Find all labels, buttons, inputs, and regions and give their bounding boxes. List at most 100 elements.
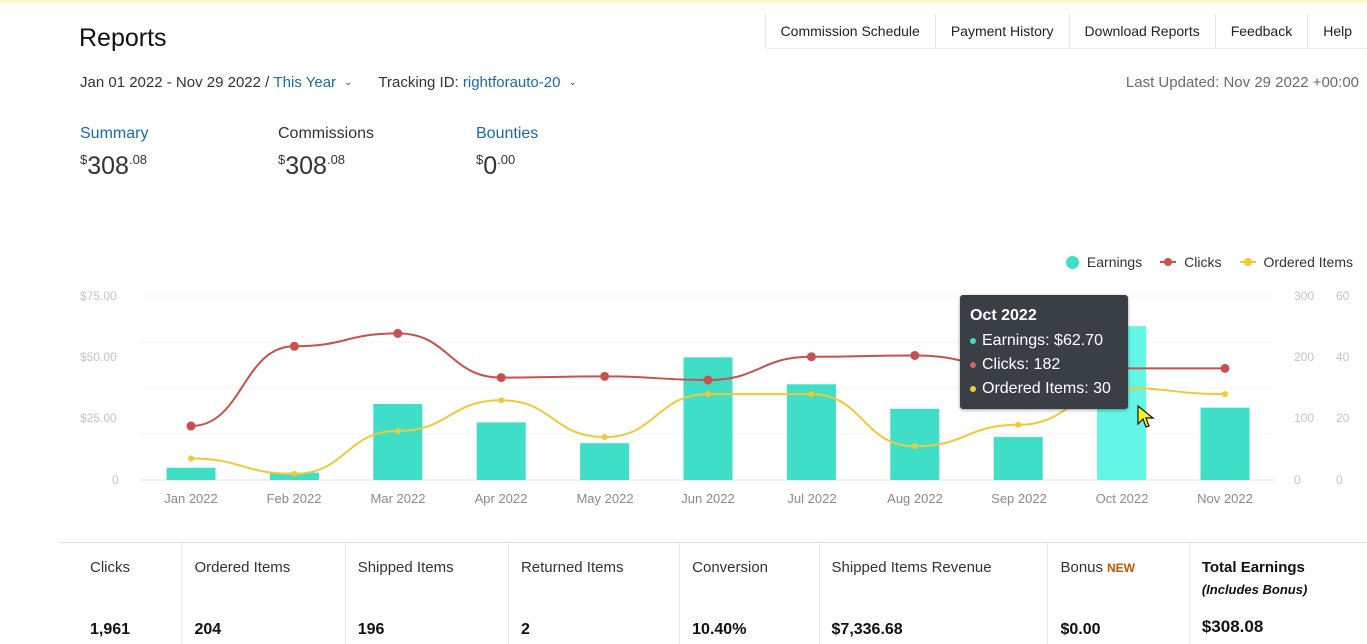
clicks-legend-marker	[1160, 258, 1177, 266]
x-tick-label: Apr 2022	[474, 491, 528, 506]
ordered-dot-icon	[970, 386, 976, 392]
tooltip-title: Oct 2022	[970, 307, 1037, 324]
ordered-items-point	[601, 434, 608, 441]
earnings-bar[interactable]	[373, 403, 423, 480]
summary-amount: $308.08	[80, 152, 148, 180]
clicks-point	[703, 375, 713, 385]
tooltip-row-earnings: Earnings: $62.70	[970, 332, 1103, 350]
legend-ordered-items[interactable]: Ordered Items	[1239, 254, 1353, 270]
x-tick-label: May 2022	[576, 491, 634, 506]
earnings-bar[interactable]	[476, 422, 526, 480]
tracking-id-dropdown[interactable]: rightforauto-20	[462, 74, 561, 91]
earnings-bar[interactable]	[166, 467, 216, 480]
earnings-dot-icon	[970, 338, 976, 344]
clicks-point	[910, 350, 920, 360]
mouse-pointer-icon	[1137, 404, 1155, 428]
tracking-label: Tracking ID:	[378, 74, 459, 91]
last-updated: Last Updated: Nov 29 2022 +00:00	[1125, 74, 1359, 91]
clicks-point	[806, 352, 816, 362]
top-banner-strip	[0, 0, 1367, 3]
bounties-tab[interactable]: Bounties $0.00	[476, 125, 538, 179]
clicks-point	[1220, 363, 1230, 373]
commissions-tab-label[interactable]: Commissions	[278, 125, 375, 142]
x-tick-label: Feb 2022	[266, 491, 322, 506]
x-tick-label: Mar 2022	[370, 491, 426, 506]
clicks-point	[393, 328, 403, 338]
x-tick-label: Jun 2022	[681, 491, 735, 506]
ordered-items-point	[291, 470, 298, 477]
y-right2-tick: 60	[1336, 289, 1350, 303]
x-tick-label: Jan 2022	[164, 491, 218, 506]
clicks-point	[289, 341, 299, 351]
nav-download-reports[interactable]: Download Reports	[1068, 14, 1215, 48]
total-earnings-subtitle: (Includes Bonus)	[1201, 582, 1308, 597]
ordered-items-point	[705, 391, 711, 398]
commissions-amount: $308.08	[278, 152, 346, 180]
date-range: Jan 01 2022 - Nov 29 2022 /	[80, 74, 270, 91]
tooltip-row-ordered: Ordered Items: 30	[970, 380, 1111, 398]
chart-tooltip: Oct 2022 Earnings: $62.70 Clicks: 182 Or…	[960, 295, 1128, 409]
x-tick-label: Jul 2022	[787, 491, 837, 506]
y-right2-tick: 20	[1336, 411, 1350, 425]
earnings-bar[interactable]	[580, 443, 630, 480]
ordered-items-point	[911, 443, 918, 450]
nav-payment-history[interactable]: Payment History	[934, 14, 1069, 48]
stat-shipped-items: Shipped Items 196	[344, 543, 508, 644]
earnings-legend-dot	[1065, 255, 1079, 269]
stat-shipped-revenue: Shipped Items Revenue $7,336.68	[818, 543, 1048, 644]
stat-returned-items: Returned Items 2	[507, 543, 679, 644]
ordered-items-point	[394, 427, 401, 434]
stat-ordered-items: Ordered Items 204	[181, 543, 344, 644]
ordered-legend-marker	[1239, 258, 1256, 266]
clicks-point	[600, 371, 610, 381]
ordered-items-point	[808, 391, 815, 398]
legend-clicks[interactable]: Clicks	[1160, 254, 1222, 270]
y-left-tick: $50.00	[80, 350, 117, 364]
y-left-tick: $25.00	[80, 411, 117, 425]
nav-help[interactable]: Help	[1307, 14, 1367, 48]
stats-bar: Clicks 1,961 Ordered Items 204 Shipped I…	[60, 542, 1367, 644]
stat-total-earnings: Total Earnings (Includes Bonus) $308.08	[1188, 543, 1367, 644]
commissions-tab[interactable]: Commissions $308.08	[278, 125, 374, 179]
y-left-tick: 0	[112, 473, 119, 487]
stat-bonus: Bonus NEW $0.00	[1047, 543, 1188, 644]
legend-earnings[interactable]: Earnings	[1065, 254, 1142, 270]
earnings-bar[interactable]	[1200, 407, 1250, 480]
page-title: Reports	[79, 24, 167, 52]
y-right-tick: 300	[1294, 289, 1315, 303]
nav-feedback[interactable]: Feedback	[1214, 14, 1307, 48]
report-filters: Jan 01 2022 - Nov 29 2022 / This Year ⌄ …	[80, 74, 603, 91]
chevron-down-icon[interactable]: ⌄	[568, 77, 577, 88]
ordered-items-point	[188, 455, 194, 462]
y-right-tick: 100	[1294, 411, 1315, 425]
chart-legend: Earnings Clicks Ordered Items	[1048, 254, 1353, 270]
period-dropdown[interactable]: This Year	[273, 74, 337, 91]
ordered-items-point	[498, 397, 505, 404]
x-tick-label: Aug 2022	[887, 491, 943, 506]
earnings-bar[interactable]	[993, 437, 1043, 480]
y-right-tick: 200	[1294, 350, 1315, 364]
clicks-point	[496, 373, 506, 383]
tooltip-row-clicks: Clicks: 182	[970, 356, 1060, 374]
x-tick-label: Oct 2022	[1095, 491, 1149, 506]
summary-tab-label[interactable]: Summary	[80, 125, 149, 142]
ordered-items-point	[1015, 421, 1022, 428]
stat-conversion: Conversion 10.40%	[679, 543, 818, 644]
clicks-dot-icon	[970, 362, 976, 368]
nav-commission-schedule[interactable]: Commission Schedule	[764, 14, 935, 48]
top-nav: Commission Schedule Payment History Down…	[764, 14, 1367, 49]
earnings-bar[interactable]	[786, 384, 836, 480]
bounties-tab-label[interactable]: Bounties	[476, 125, 539, 142]
clicks-point	[186, 421, 196, 431]
new-badge: NEW	[1107, 561, 1136, 575]
x-tick-label: Nov 2022	[1197, 491, 1253, 506]
y-right-tick: 0	[1294, 473, 1301, 487]
bounties-amount: $0.00	[476, 152, 516, 180]
y-right2-tick: 0	[1336, 473, 1343, 487]
stat-clicks: Clicks 1,961	[90, 559, 131, 638]
chevron-down-icon[interactable]: ⌄	[344, 77, 353, 88]
y-right2-tick: 40	[1336, 350, 1350, 364]
x-tick-label: Sep 2022	[991, 491, 1047, 506]
ordered-items-point	[1222, 391, 1228, 398]
summary-tab[interactable]: Summary $308.08	[80, 125, 148, 179]
